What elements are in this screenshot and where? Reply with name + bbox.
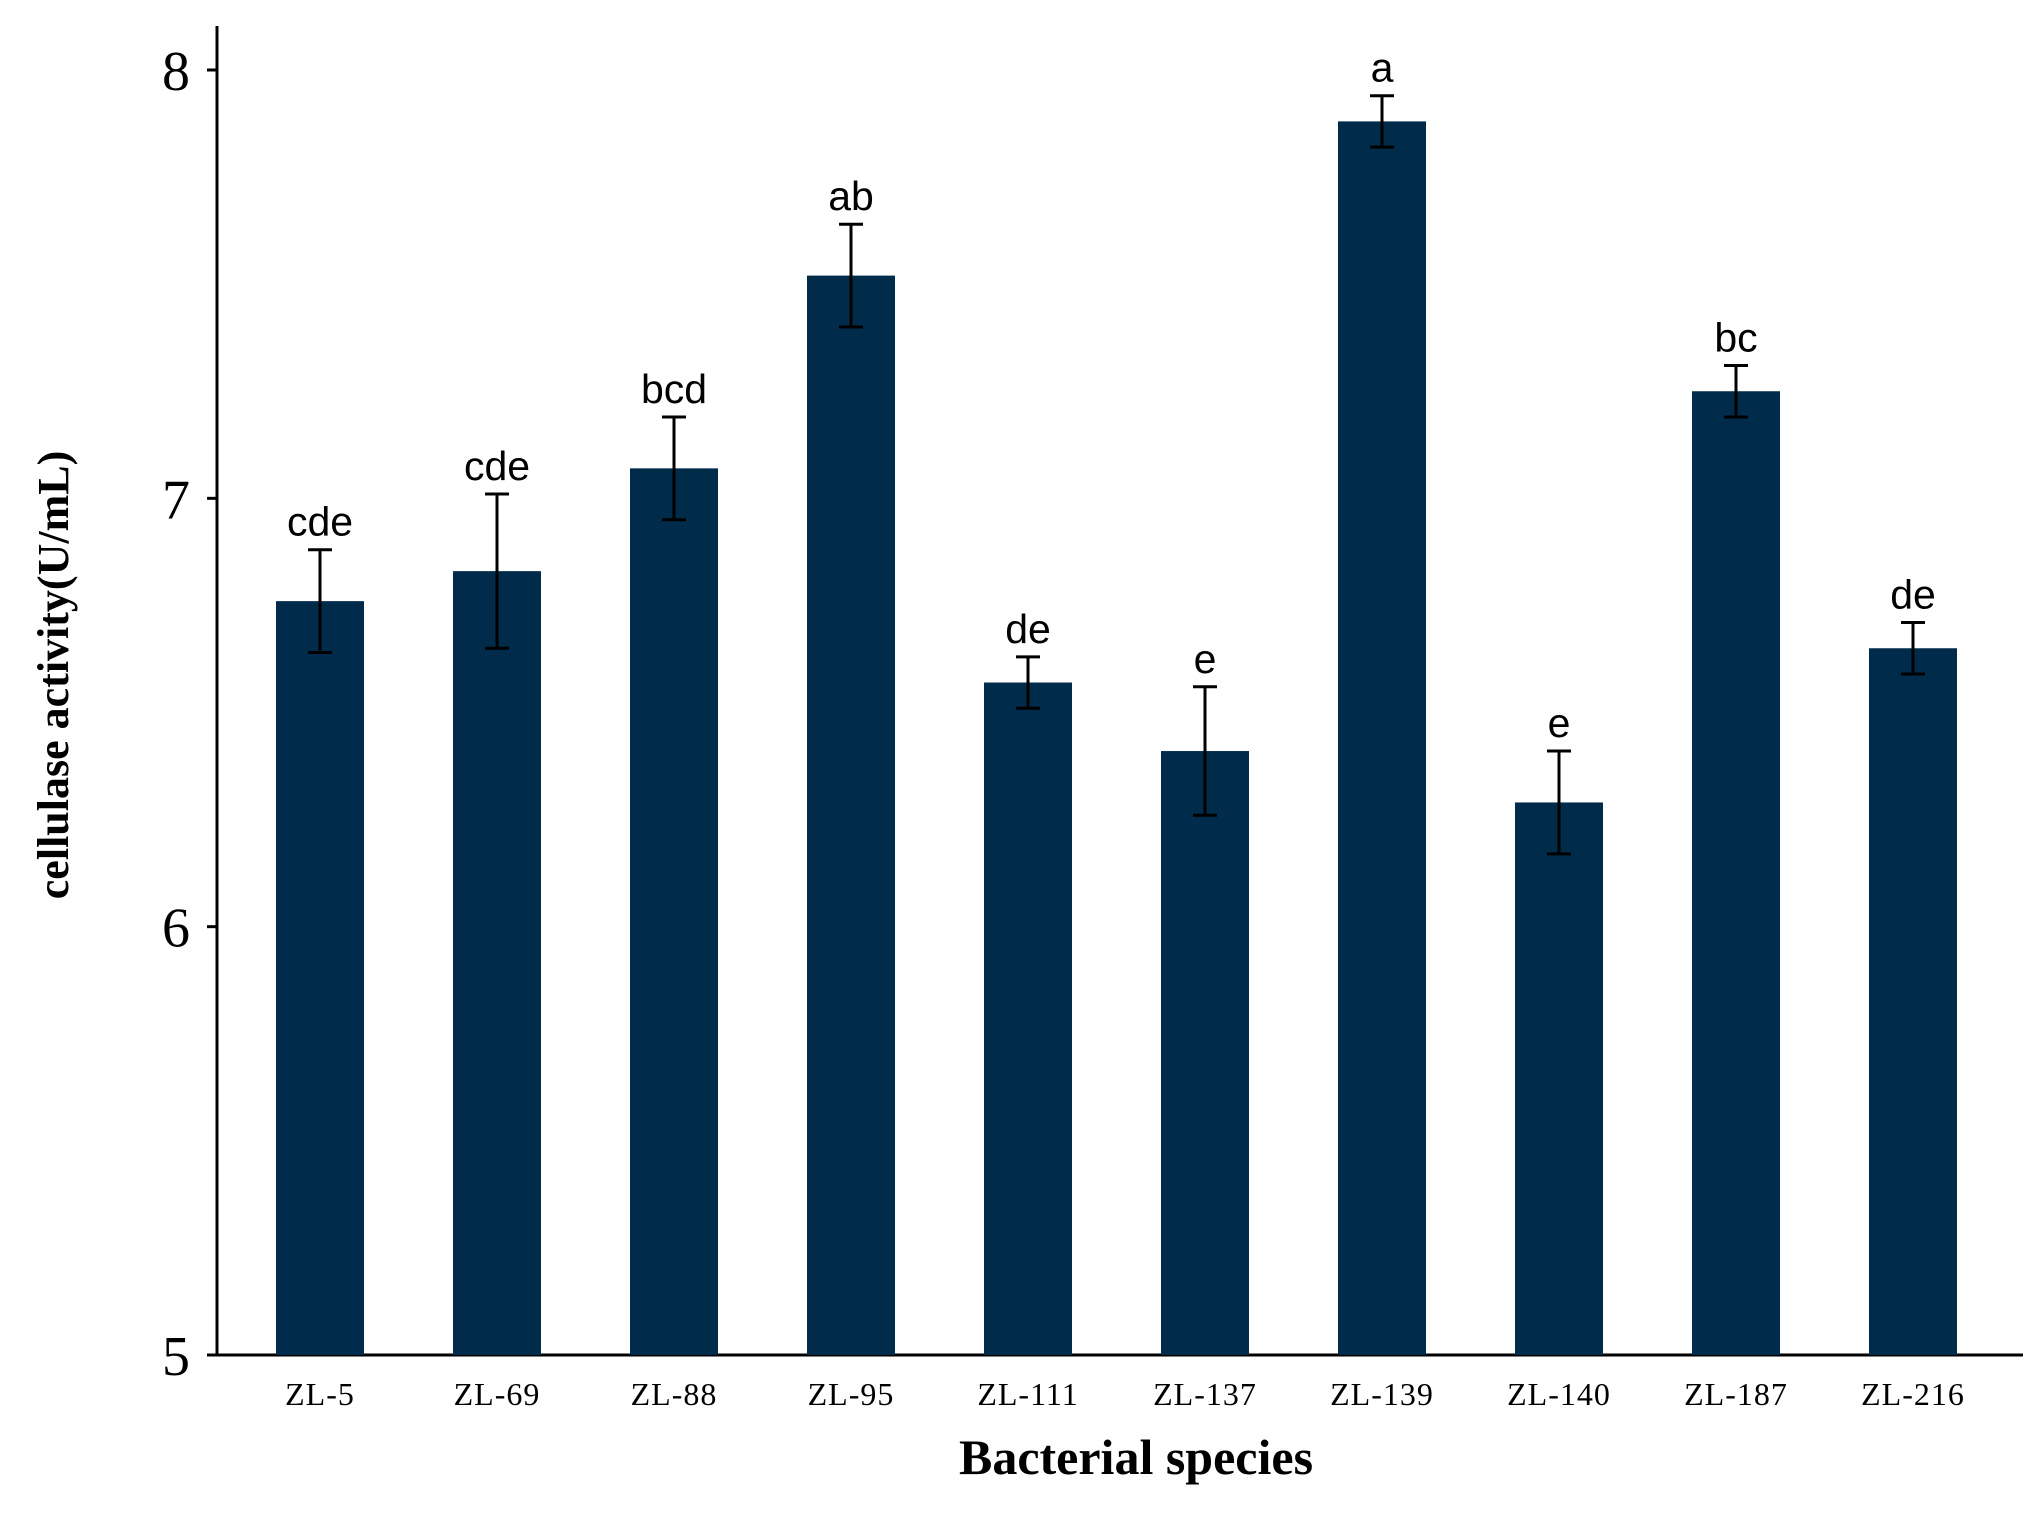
error-bar xyxy=(485,492,509,650)
significance-label: de xyxy=(1890,572,1936,618)
bars xyxy=(276,94,1957,1356)
x-tick-label: ZL-69 xyxy=(454,1376,541,1412)
error-bar xyxy=(1901,621,1925,676)
x-tick-label: ZL-216 xyxy=(1861,1376,1965,1412)
significance-label: e xyxy=(1548,700,1571,746)
labels: cde ZL-5 cde ZL-69 bcd ZL-88 ab ZL-95 de ZL-111 e Z… xyxy=(285,45,1965,1412)
x-tick-label: ZL-187 xyxy=(1684,1376,1788,1412)
significance-label: bc xyxy=(1714,315,1757,361)
error-bar xyxy=(1016,655,1040,710)
x-axis-title: Bacterial species xyxy=(959,1429,1313,1485)
significance-label: e xyxy=(1194,636,1217,682)
y-tick-label: 6 xyxy=(162,898,190,960)
bar xyxy=(1161,751,1249,1355)
bar xyxy=(1515,802,1603,1355)
significance-label: bcd xyxy=(641,366,707,412)
significance-label: cde xyxy=(287,499,353,545)
significance-label: a xyxy=(1371,45,1394,91)
y-tick-label: 8 xyxy=(162,41,190,103)
x-tick-label: ZL-111 xyxy=(977,1376,1078,1412)
bar xyxy=(630,468,718,1356)
x-tick-label: ZL-137 xyxy=(1153,1376,1257,1412)
bar xyxy=(807,275,895,1356)
bar xyxy=(1869,648,1957,1355)
error-bar xyxy=(1193,685,1217,817)
x-tick-label: ZL-139 xyxy=(1330,1376,1434,1412)
x-tick-label: ZL-5 xyxy=(285,1376,355,1412)
bar xyxy=(1692,391,1780,1355)
bar xyxy=(1338,121,1426,1355)
error-bar xyxy=(308,548,332,655)
error-bar xyxy=(662,415,686,522)
x-tick-label: ZL-88 xyxy=(631,1376,718,1412)
y-axis-title: cellulase activity(U/mL) xyxy=(29,451,78,899)
y-tick-label: 7 xyxy=(162,469,190,531)
bar xyxy=(984,682,1072,1355)
error-bar xyxy=(1724,364,1748,419)
x-tick-label: ZL-95 xyxy=(808,1376,895,1412)
error-bar xyxy=(1370,94,1394,149)
significance-label: de xyxy=(1005,606,1051,652)
y-tick-label: 5 xyxy=(162,1326,190,1388)
significance-label: cde xyxy=(464,443,530,489)
x-tick-label: ZL-140 xyxy=(1507,1376,1611,1412)
error-bar xyxy=(839,222,863,329)
error-bar xyxy=(1547,749,1571,856)
bar xyxy=(276,601,364,1355)
bar xyxy=(453,571,541,1355)
significance-label: ab xyxy=(828,173,874,219)
